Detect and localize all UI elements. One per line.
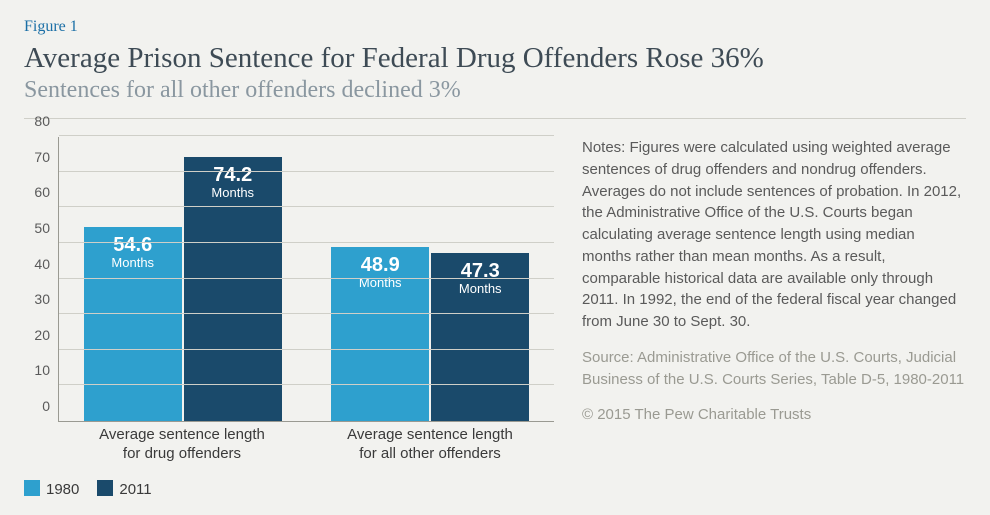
x-axis-labels: Average sentence lengthfor drug offender… [58,426,554,464]
bar-groups: 54.6Months74.2Months48.9Months47.3Months [59,137,554,421]
bar-group: 54.6Months74.2Months [59,137,307,421]
legend: 1980 2011 [24,480,554,498]
y-tick: 60 [34,184,50,200]
legend-label: 1980 [46,481,79,498]
gridline [59,242,554,243]
bar-unit: Months [431,281,529,297]
y-tick: 80 [34,113,50,129]
notes-column: Notes: Figures were calculated using wei… [582,137,966,498]
y-axis: 01020304050607080 [24,137,58,422]
gridline [59,135,554,136]
chart-area: 01020304050607080 54.6Months74.2Months48… [24,137,554,422]
gridline [59,313,554,314]
legend-swatch [24,480,40,496]
gridline [59,349,554,350]
x-label: Average sentence lengthfor all other off… [306,426,554,464]
y-tick: 40 [34,256,50,272]
y-tick: 10 [34,362,50,378]
legend-swatch [97,480,113,496]
bar-value: 54.6 [84,235,182,255]
gridline [59,384,554,385]
gridline [59,206,554,207]
legend-item: 2011 [97,480,151,498]
divider [24,118,966,119]
bar: 54.6Months [84,227,182,422]
bar-unit: Months [84,255,182,271]
bar-value: 48.9 [331,255,429,275]
chart-column: 01020304050607080 54.6Months74.2Months48… [24,137,554,498]
legend-label: 2011 [119,481,151,498]
chart-subtitle: Sentences for all other offenders declin… [24,77,966,104]
bar-unit: Months [184,185,282,201]
bar: 48.9Months [331,247,429,421]
bar: 74.2Months [184,157,282,421]
figure-label: Figure 1 [24,18,966,36]
chart-title: Average Prison Sentence for Federal Drug… [24,42,966,75]
bar-value-label: 48.9Months [331,255,429,291]
y-tick: 30 [34,291,50,307]
x-label: Average sentence lengthfor drug offender… [58,426,306,464]
y-tick: 50 [34,220,50,236]
y-tick: 0 [42,398,50,414]
plot-area: 54.6Months74.2Months48.9Months47.3Months [58,137,554,422]
bar-value-label: 54.6Months [84,235,182,271]
copyright-text: © 2015 The Pew Charitable Trusts [582,404,966,426]
y-tick: 70 [34,149,50,165]
bar-value: 74.2 [184,165,282,185]
main-row: 01020304050607080 54.6Months74.2Months48… [24,137,966,498]
gridline [59,278,554,279]
y-tick: 20 [34,327,50,343]
source-text: Source: Administrative Office of the U.S… [582,347,966,391]
legend-item: 1980 [24,480,79,498]
notes-text: Notes: Figures were calculated using wei… [582,137,966,333]
gridline [59,171,554,172]
bar-group: 48.9Months47.3Months [307,137,555,421]
